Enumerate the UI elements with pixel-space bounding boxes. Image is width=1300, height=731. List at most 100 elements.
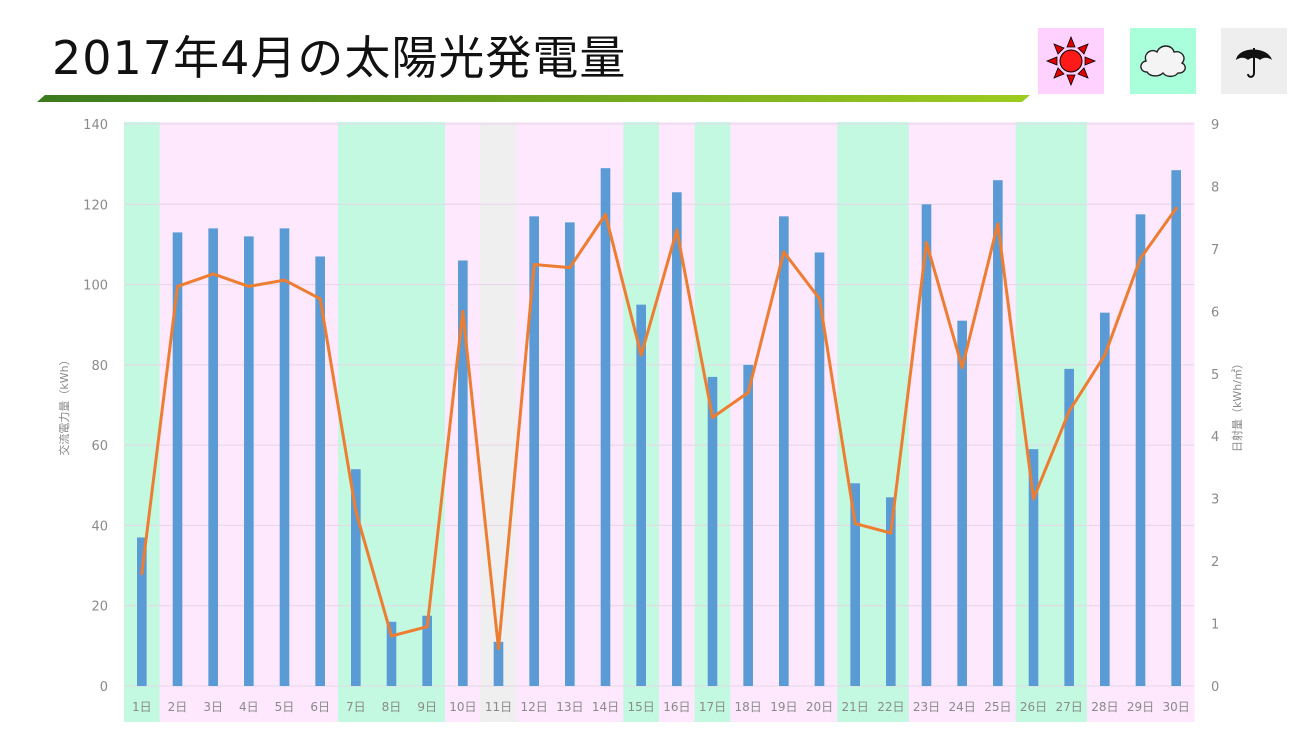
bar-day-4: [244, 236, 254, 686]
insolation-point-day-28: [1103, 353, 1107, 357]
x-tick-label: 24日: [949, 700, 976, 714]
y-tick-label: 0: [100, 680, 108, 695]
y-axis-title: 交流電力量（kWh）: [57, 354, 71, 455]
insolation-point-day-15: [639, 353, 643, 357]
insolation-point-day-6: [318, 297, 322, 301]
insolation-line: [140, 207, 1178, 650]
insolation-point-day-20: [818, 297, 821, 301]
y-tick-label: 100: [83, 279, 108, 294]
bar-day-11: [493, 641, 504, 686]
x-tick-label: 25日: [984, 700, 1011, 714]
y2-axis-title: 日射量（kWh/㎡）: [1230, 358, 1244, 452]
bar-day-12: [529, 216, 539, 687]
bar-day-22: [886, 497, 896, 686]
x-tick-label: 3日: [203, 700, 223, 714]
bar-day-9: [422, 615, 432, 686]
bar-day-16: [672, 192, 682, 686]
title-underline-bar: [37, 95, 1030, 102]
x-tick-label: 1日: [132, 700, 152, 714]
bar-day-2: [172, 232, 183, 686]
bar-day-29: [1135, 214, 1146, 687]
x-tick-label: 7日: [346, 700, 366, 714]
x-tick-label: 12日: [521, 700, 548, 714]
insolation-point-day-30: [1174, 206, 1178, 210]
bar-day-18: [743, 364, 753, 686]
x-tick-label: 21日: [842, 700, 869, 714]
y2-tick-label: 5: [1211, 368, 1219, 383]
insolation-point-day-13: [568, 266, 572, 270]
insolation-point-day-4: [247, 284, 251, 288]
insolation-point-day-12: [532, 263, 536, 266]
insolation-point-day-11: [497, 647, 500, 651]
bar-day-21: [850, 483, 860, 686]
insolation-point-day-23: [925, 241, 928, 245]
umbrella-icon: [1236, 48, 1272, 78]
x-tick-label: 16日: [663, 700, 690, 714]
y2-tick-label: 7: [1211, 243, 1219, 258]
x-tick-label: 29日: [1127, 700, 1154, 714]
y-tick-label: 20: [91, 600, 108, 615]
y2-tick-label: 1: [1211, 618, 1219, 633]
bar-day-24: [957, 320, 967, 686]
x-tick-label: 2日: [168, 700, 188, 714]
x-tick-label: 5日: [275, 700, 295, 714]
x-tick-label: 23日: [913, 700, 940, 714]
x-tick-label: 17日: [699, 700, 726, 714]
y-tick-label: 120: [83, 198, 108, 213]
bar-day-6: [315, 256, 325, 686]
x-tick-label: 10日: [449, 700, 476, 714]
x-tick-label: 4日: [239, 700, 259, 714]
insolation-point-day-18: [746, 391, 750, 395]
x-tick-label: 15日: [628, 700, 655, 714]
sun-icon: [1045, 35, 1097, 87]
bar-day-14: [600, 168, 611, 686]
x-tick-label: 18日: [735, 700, 762, 714]
insolation-point-day-27: [1067, 409, 1071, 413]
bar-day-13: [565, 222, 575, 686]
bar-day-20: [814, 252, 825, 686]
bar-day-19: [779, 216, 789, 687]
y2-tick-label: 4: [1211, 430, 1219, 445]
x-tick-label: 9日: [417, 700, 437, 714]
x-tick-label: 13日: [556, 700, 583, 714]
x-tick-label: 6日: [310, 700, 330, 714]
bar-day-30: [1171, 170, 1181, 686]
y-tick-label: 140: [83, 118, 108, 133]
insolation-point-day-17: [711, 415, 714, 419]
insolation-point-day-19: [782, 250, 786, 254]
legend-sunny: [1038, 28, 1104, 94]
y-tick-label: 80: [91, 359, 108, 374]
bar-day-1: [137, 537, 147, 686]
bar-day-15: [636, 304, 646, 686]
bar-day-17: [707, 376, 718, 686]
y2-tick-label: 3: [1211, 493, 1219, 508]
insolation-point-day-24: [960, 366, 964, 370]
cloud-icon: [1140, 45, 1186, 78]
insolation-point-day-9: [425, 625, 429, 629]
insolation-point-day-7: [354, 509, 358, 513]
x-tick-label: 27日: [1056, 700, 1083, 714]
bar-day-23: [921, 204, 932, 687]
x-tick-label: 28日: [1091, 700, 1118, 714]
page-title: 2017年4月の太陽光発電量: [52, 31, 627, 85]
x-tick-label: 8日: [382, 700, 402, 714]
legend-rainy: [1221, 28, 1287, 94]
insolation-point-day-16: [675, 228, 679, 232]
x-tick-label: 20日: [806, 700, 833, 714]
x-tick-label: 11日: [485, 700, 512, 714]
x-tick-label: 14日: [592, 700, 619, 714]
insolation-point-day-10: [461, 309, 465, 313]
y2-tick-label: 9: [1211, 118, 1219, 133]
bar-day-25: [993, 180, 1003, 686]
insolation-point-day-2: [176, 284, 179, 288]
insolation-point-day-29: [1139, 256, 1142, 260]
bar-day-7: [351, 469, 361, 686]
insolation-point-day-22: [889, 531, 893, 535]
y2-tick-label: 2: [1211, 555, 1219, 570]
y2-tick-label: 8: [1211, 180, 1219, 195]
bar-day-10: [458, 260, 468, 686]
bar-day-28: [1100, 312, 1110, 686]
x-tick-label: 19日: [770, 700, 797, 714]
y2-tick-label: 0: [1211, 680, 1219, 695]
